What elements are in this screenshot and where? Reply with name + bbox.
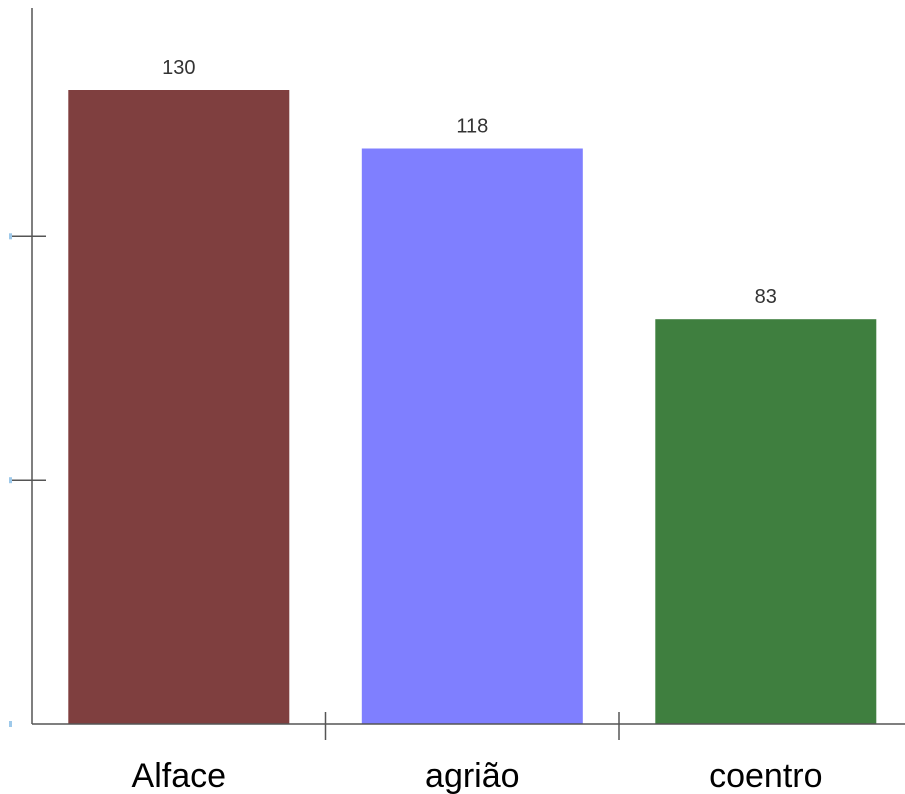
bar-0 — [68, 90, 290, 724]
x-tick-label-2: coentro — [709, 757, 822, 794]
data-label-2: 83 — [755, 286, 777, 308]
data-label-1: 118 — [456, 116, 488, 138]
bars-layer — [68, 90, 877, 724]
x-tick-label-1: agrião — [425, 757, 520, 794]
bar-2 — [655, 319, 877, 724]
ticks-layer — [9, 233, 620, 740]
value-labels-layer: 130 118 83 — [162, 57, 777, 308]
axes-layer — [31, 8, 905, 725]
y-tick-label-stub-0 — [9, 477, 12, 484]
bar-1 — [361, 148, 583, 724]
y-tick-label-stub-zero — [9, 721, 12, 727]
category-labels-layer: Alface agrião coentro — [132, 757, 823, 794]
x-tick-label-0: Alface — [132, 757, 227, 794]
y-tick-label-stub-1 — [9, 233, 12, 240]
data-label-0: 130 — [162, 57, 195, 79]
